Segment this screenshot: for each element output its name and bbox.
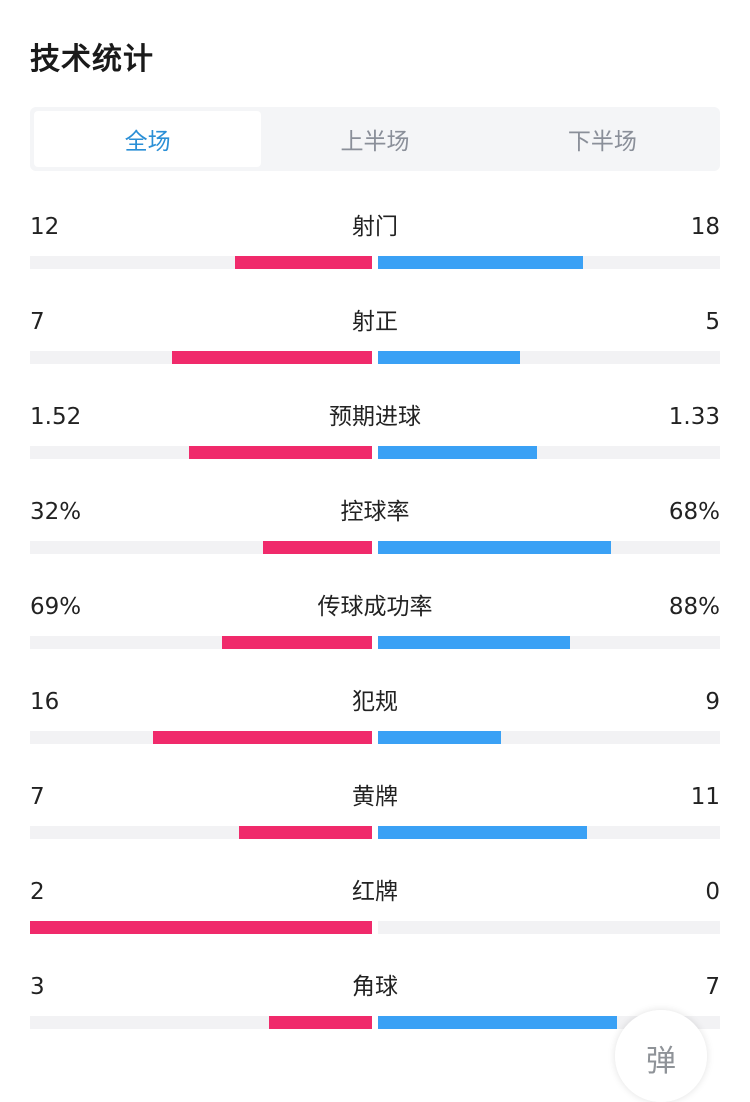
stat-home-value: 69% — [30, 594, 82, 620]
stat-row: 1.52 预期进球 1.33 — [30, 390, 720, 485]
home-bar-fill — [189, 446, 372, 459]
stat-row: 69% 传球成功率 88% — [30, 580, 720, 675]
period-tabs: 全场 上半场 下半场 — [30, 107, 720, 171]
away-bar-fill — [378, 1016, 618, 1029]
stat-home-value: 1.52 — [30, 404, 82, 430]
stat-home-value: 2 — [30, 879, 45, 905]
home-bar-track — [30, 826, 372, 839]
home-bar-fill — [269, 1016, 372, 1029]
stat-row: 12 射门 18 — [30, 200, 720, 295]
stat-label: 犯规 — [352, 689, 398, 715]
stat-row: 7 黄牌 11 — [30, 770, 720, 865]
home-bar-fill — [238, 826, 372, 839]
stat-away-value: 88% — [668, 594, 720, 620]
stat-away-value: 68% — [668, 499, 720, 525]
home-bar-fill — [153, 731, 372, 744]
home-bar-track — [30, 541, 372, 554]
home-bar-track — [30, 1016, 372, 1029]
stat-label: 角球 — [352, 974, 398, 1000]
away-bar-track — [378, 731, 720, 744]
home-bar-fill — [171, 351, 372, 364]
away-bar-fill — [378, 351, 520, 364]
stat-label: 射正 — [352, 309, 398, 335]
away-bar-track — [378, 921, 720, 934]
away-bar-track — [378, 446, 720, 459]
stat-home-value: 3 — [30, 974, 45, 1000]
tab-second-half[interactable]: 下半场 — [567, 129, 637, 155]
stat-row: 16 犯规 9 — [30, 675, 720, 770]
home-bar-track — [30, 731, 372, 744]
stats-list: 12 射门 18 7 射正 5 1.52 预期进球 1.33 32% 控球率 68% 69% 传球成功率 8… — [30, 200, 720, 1055]
away-bar-fill — [378, 446, 538, 459]
stat-row: 2 红牌 0 — [30, 865, 720, 960]
away-bar-fill — [378, 636, 570, 649]
away-bar-track — [378, 826, 720, 839]
stat-home-value: 32% — [30, 499, 82, 525]
away-bar-fill — [378, 731, 502, 744]
stat-away-value: 7 — [705, 974, 720, 1000]
home-bar-track — [30, 256, 372, 269]
stat-away-value: 0 — [705, 879, 720, 905]
tab-full-match[interactable]: 全场 — [34, 111, 262, 167]
home-bar-fill — [262, 541, 372, 554]
stat-away-value: 18 — [690, 214, 720, 240]
stat-home-value: 16 — [30, 689, 60, 715]
away-bar-track — [378, 541, 720, 554]
home-bar-fill — [30, 921, 372, 934]
away-bar-fill — [378, 256, 584, 269]
away-bar-track — [378, 351, 720, 364]
stat-home-value: 7 — [30, 784, 45, 810]
page-title: 技术统计 — [30, 42, 154, 77]
home-bar-track — [30, 636, 372, 649]
danmaku-button[interactable]: 弹 — [615, 1010, 707, 1102]
stat-away-value: 1.33 — [668, 404, 720, 430]
home-bar-track — [30, 446, 372, 459]
stat-label: 射门 — [352, 214, 398, 240]
stat-label: 传球成功率 — [317, 594, 433, 620]
stat-label: 黄牌 — [352, 784, 398, 810]
home-bar-fill — [235, 256, 372, 269]
tab-first-half[interactable]: 上半场 — [340, 129, 410, 155]
stat-label: 红牌 — [352, 879, 398, 905]
stat-row: 32% 控球率 68% — [30, 485, 720, 580]
stat-label: 控球率 — [340, 499, 410, 525]
stat-home-value: 12 — [30, 214, 60, 240]
home-bar-track — [30, 351, 372, 364]
stat-home-value: 7 — [30, 309, 45, 335]
home-bar-track — [30, 921, 372, 934]
away-bar-fill — [378, 826, 587, 839]
home-bar-fill — [221, 636, 372, 649]
away-bar-track — [378, 636, 720, 649]
stat-label: 预期进球 — [329, 404, 421, 430]
stat-away-value: 9 — [705, 689, 720, 715]
away-bar-track — [378, 256, 720, 269]
stat-row: 7 射正 5 — [30, 295, 720, 390]
stat-away-value: 5 — [705, 309, 720, 335]
away-bar-fill — [378, 541, 611, 554]
stat-away-value: 11 — [690, 784, 720, 810]
